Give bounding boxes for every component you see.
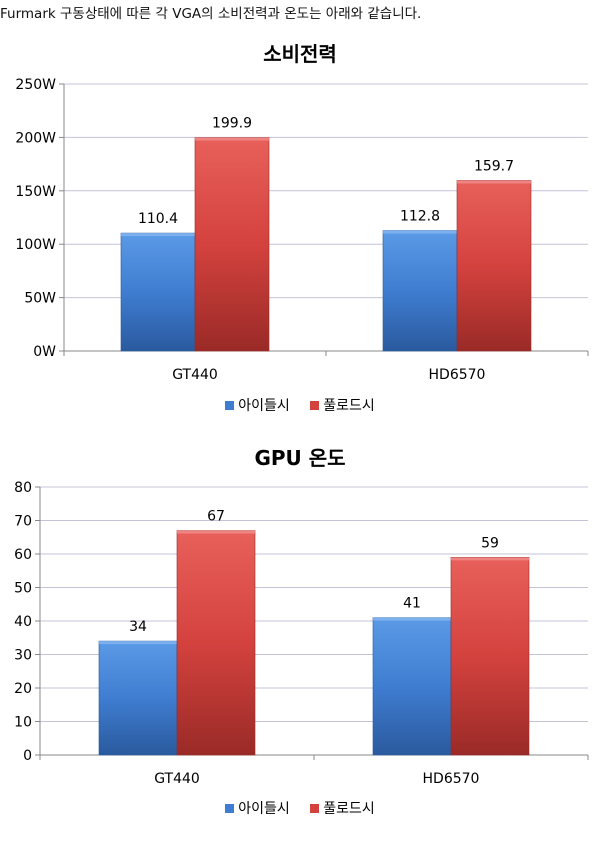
y-tick-label: 70: [14, 514, 32, 530]
y-tick-label: 30: [14, 648, 32, 664]
x-tick-label: HD6570: [429, 367, 486, 383]
legend-item-idle: 아이들시: [225, 395, 290, 415]
data-label: 199.9: [212, 116, 252, 132]
bar-top-highlight: [177, 530, 255, 534]
y-tick-label: 10: [14, 715, 32, 731]
bar-load: [450, 557, 530, 756]
legend-swatch-load: [310, 803, 320, 813]
y-tick-label: 20: [14, 681, 32, 697]
x-tick-label: GT440: [154, 771, 200, 787]
bar-top-highlight: [373, 617, 451, 621]
bar-top-highlight: [383, 230, 457, 234]
bar-idle: [382, 230, 458, 352]
bar-idle: [372, 617, 452, 756]
y-tick-label: 100W: [15, 237, 56, 253]
bar-load: [456, 180, 532, 352]
bar-load: [176, 530, 256, 756]
bar-load: [194, 137, 270, 352]
power-chart-title: 소비전력: [263, 42, 337, 66]
temperature-chart-title: GPU 온도: [254, 446, 346, 470]
legend-label-load: 풀로드시: [323, 801, 375, 817]
bar-idle: [120, 232, 196, 352]
bar-top-highlight: [121, 233, 195, 237]
y-tick-label: 0: [23, 748, 32, 764]
intro-text: Furmark 구동상태에 따른 각 VGA의 소비전력과 온도는 아래와 같습…: [0, 6, 422, 22]
y-tick-label: 150W: [15, 184, 56, 200]
data-label: 59: [481, 535, 499, 551]
data-label: 34: [129, 619, 147, 635]
bar-idle: [98, 640, 178, 756]
data-label: 112.8: [400, 209, 440, 225]
power-chart-legend: 아이들시 풀로드시: [0, 395, 600, 415]
legend-label-load: 풀로드시: [323, 398, 375, 414]
legend-label-idle: 아이들시: [238, 801, 290, 817]
y-tick-label: 60: [14, 547, 32, 563]
bar-top-highlight: [99, 641, 177, 645]
bar-top-highlight: [195, 137, 269, 141]
y-tick-label: 80: [14, 480, 32, 496]
legend-swatch-idle: [225, 400, 235, 410]
temperature-chart-legend: 아이들시 풀로드시: [0, 798, 600, 818]
y-tick-label: 250W: [15, 77, 56, 93]
data-label: 41: [403, 596, 421, 612]
legend-item-load: 풀로드시: [310, 798, 375, 818]
data-label: 67: [207, 509, 225, 525]
legend-item-load: 풀로드시: [310, 395, 375, 415]
y-tick-label: 50W: [24, 291, 56, 307]
y-tick-label: 40: [14, 614, 32, 630]
temperature-chart: 0 10 20 30 40 50 60 70 80 GT440 34 67 HD6570 41 59: [14, 480, 589, 787]
y-tick-label: 200W: [15, 130, 56, 146]
x-tick-label: HD6570: [423, 771, 480, 787]
power-chart: 0W 50W 100W 150W 200W 250W GT440 110.4 199.9 HD65…: [15, 77, 589, 383]
y-tick-label: 50: [14, 581, 32, 597]
legend-label-idle: 아이들시: [238, 398, 290, 414]
data-label: 159.7: [474, 158, 514, 174]
legend-swatch-idle: [225, 803, 235, 813]
bar-top-highlight: [451, 557, 529, 561]
data-label: 110.4: [138, 211, 178, 227]
y-tick-label: 0W: [33, 344, 56, 360]
bar-top-highlight: [457, 180, 531, 184]
x-tick-label: GT440: [172, 367, 218, 383]
legend-swatch-load: [310, 400, 320, 410]
legend-item-idle: 아이들시: [225, 798, 290, 818]
